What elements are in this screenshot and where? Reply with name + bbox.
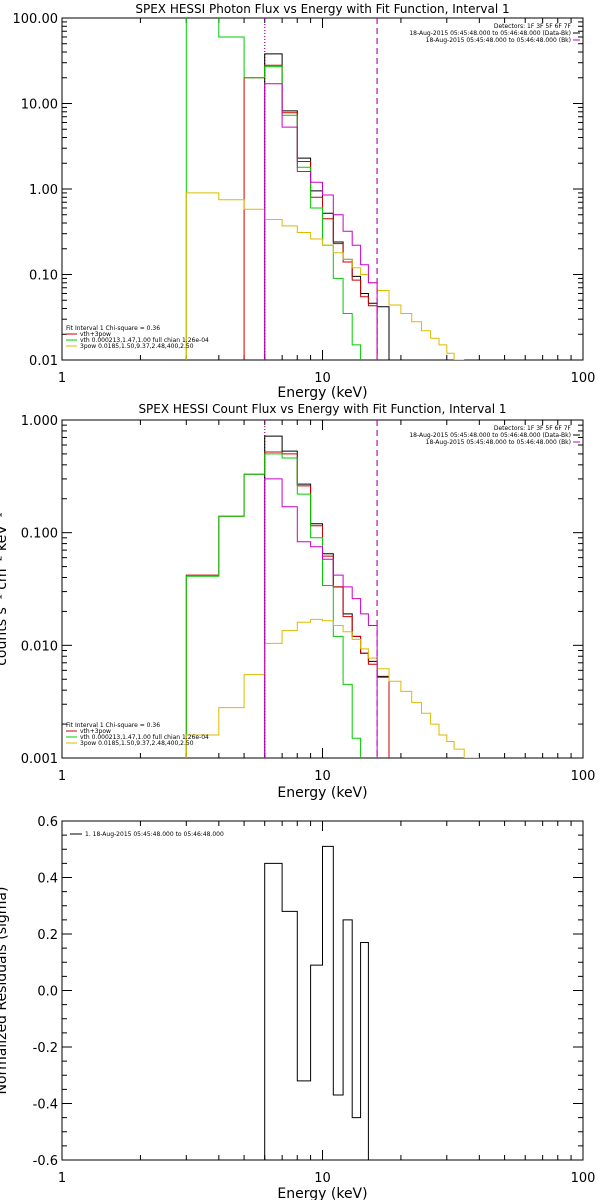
y-tick-label: -0.6 bbox=[33, 1154, 58, 1169]
y-tick-label: 0.10 bbox=[29, 269, 58, 284]
x-tick-label: 1 bbox=[58, 769, 66, 784]
x-axis-title: Energy (keV) bbox=[277, 1186, 367, 1200]
x-tick-label: 10 bbox=[314, 1171, 331, 1186]
y-tick-label: 10.00 bbox=[21, 98, 58, 113]
series-vth bbox=[185, 453, 362, 758]
legend-bottom-left-text: vth 0.000213,1.47,1.00 full chian 1.26e-… bbox=[80, 734, 209, 741]
y-tick-label: 0.010 bbox=[21, 639, 58, 654]
y-tick-label: 0.100 bbox=[21, 527, 58, 542]
series-data-bk bbox=[264, 435, 390, 758]
y-tick-label: -0.2 bbox=[33, 1041, 58, 1056]
series-data-bk bbox=[264, 53, 390, 360]
legend-bottom-left-text: vth 0.000213,1.47,1.00 full chian 1.26e-… bbox=[80, 337, 209, 344]
series-bk bbox=[264, 478, 378, 758]
series-vth bbox=[185, 18, 369, 360]
legend-top-right-text: Detectors: 1F 3F 5F 6F 7F bbox=[494, 425, 572, 432]
series-vth-3pow bbox=[243, 64, 378, 360]
series-bk bbox=[264, 83, 378, 360]
chart-panel-2: SPEX HESSI Count Flux vs Energy with Fit… bbox=[0, 402, 595, 801]
x-tick-label: 100 bbox=[571, 1171, 596, 1186]
legend-top-left-text: 1. 18-Aug-2015 05:45:48.000 to 05:46:48.… bbox=[85, 831, 224, 838]
plot-area bbox=[185, 420, 480, 758]
chart-panel-3: 1 10 100 -0.6 -0.4 -0.2 0.0 0.2 0.4 0.6 Energy (ke… bbox=[0, 815, 595, 1200]
legend-bottom-left-text: Fit Interval 1 Chi-square = 0.36 bbox=[66, 325, 160, 332]
legend-bottom-left-text: vth+3pow bbox=[80, 728, 111, 735]
legend-top-right-text: 18-Aug-2015 05:45:48.000 to 05:46:48.000… bbox=[409, 432, 571, 439]
legend-top-right-text: Detectors: 1F 3F 5F 6F 7F bbox=[494, 23, 572, 30]
series-3pow bbox=[185, 618, 480, 758]
y-tick-label: 0.4 bbox=[37, 872, 58, 887]
legend-top-right-text: 18-Aug-2015 05:45:48.000 to 05:46:48.000… bbox=[426, 37, 571, 44]
y-tick-label: -0.4 bbox=[33, 1098, 58, 1113]
legend-bottom-left-text: 3pow 0.0185,1.50,9.37,2.48,400,2.50 bbox=[80, 343, 194, 350]
chart-title: SPEX HESSI Photon Flux vs Energy with Fi… bbox=[135, 2, 509, 16]
y-axis-title: Normalized Residuals (sigma) bbox=[0, 887, 10, 1095]
series-1-18-aug-2015-05-45-48-000-to-05-46-48-000 bbox=[264, 845, 369, 1160]
chart-title: SPEX HESSI Count Flux vs Energy with Fit… bbox=[138, 402, 506, 416]
y-tick-label: 0.6 bbox=[37, 815, 58, 830]
y-axis-title: counts s⁻¹ cm⁻² keV⁻¹ bbox=[0, 512, 10, 666]
y-tick-label: 1.00 bbox=[29, 183, 58, 198]
y-tick-label: 0.01 bbox=[29, 354, 58, 369]
series-vth-3pow bbox=[185, 451, 390, 758]
y-tick-label: 0.2 bbox=[37, 928, 58, 943]
legend-bottom-left-text: vth+3pow bbox=[80, 331, 111, 338]
y-tick-label: 0.001 bbox=[21, 752, 58, 767]
plot-area bbox=[264, 845, 369, 1160]
y-tick-label: 100.00 bbox=[13, 12, 59, 27]
x-tick-label: 10 bbox=[314, 769, 331, 784]
x-tick-label: 10 bbox=[314, 371, 331, 386]
x-tick-label: 100 bbox=[571, 769, 596, 784]
legend-bottom-left-text: 3pow 0.0185,1.50,9.37,2.48,400,2.50 bbox=[80, 740, 194, 747]
x-tick-label: 1 bbox=[58, 1171, 66, 1186]
x-axis-title: Energy (keV) bbox=[277, 785, 367, 801]
y-tick-label: 1.000 bbox=[21, 414, 58, 429]
x-tick-label: 1 bbox=[58, 371, 66, 386]
y-tick-label: 0.0 bbox=[37, 985, 58, 1000]
x-axis-title: Energy (keV) bbox=[277, 385, 367, 401]
plot-frame bbox=[61, 419, 584, 759]
legend-bottom-left-text: Fit Interval 1 Chi-square = 0.36 bbox=[66, 722, 160, 729]
legend-top-right-text: 18-Aug-2015 05:45:48.000 to 05:46:48.000… bbox=[409, 30, 571, 37]
legend-top-right-text: 18-Aug-2015 05:45:48.000 to 05:46:48.000… bbox=[426, 439, 571, 446]
x-tick-label: 100 bbox=[571, 371, 596, 386]
plot-area bbox=[185, 18, 465, 360]
series-3pow bbox=[185, 192, 465, 360]
chart-panel-1: SPEX HESSI Photon Flux vs Energy with Fi… bbox=[13, 2, 596, 401]
